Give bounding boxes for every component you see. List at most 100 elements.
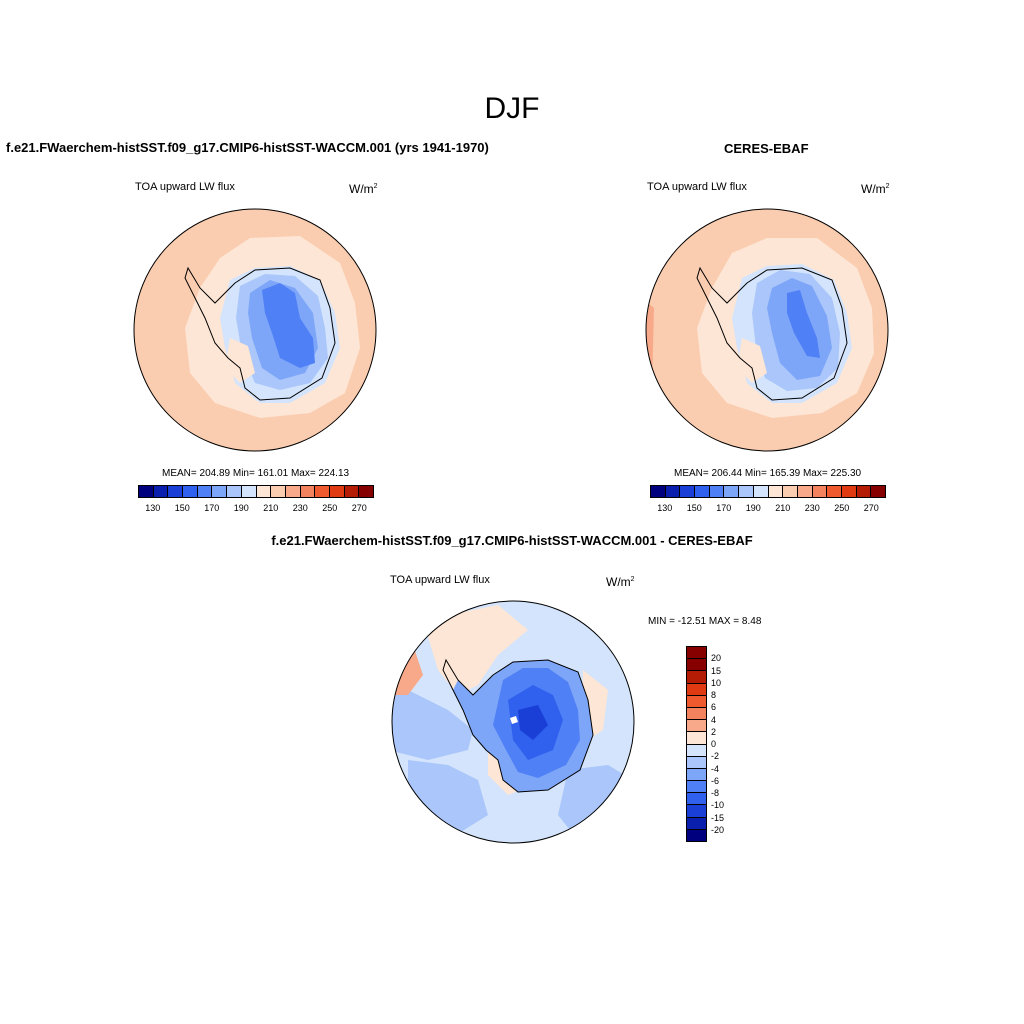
colorbar-swatch: [687, 720, 706, 733]
colorbar-swatch: [183, 486, 198, 497]
colorbar-swatch: [241, 486, 257, 497]
panel-1-colorbar: [138, 485, 374, 498]
colorbar-tick-label: 2: [711, 726, 717, 737]
colorbar-swatch: [724, 486, 740, 497]
colorbar-swatch: [256, 486, 272, 497]
colorbar-tick-label: 150: [686, 503, 702, 513]
colorbar-tick-label: 4: [711, 714, 717, 725]
colorbar-tick-label: -2: [711, 751, 720, 762]
colorbar-tick-label: 15: [711, 665, 722, 676]
colorbar-tick-label: 170: [204, 503, 220, 513]
panel-1-colorbar-ticks: 130 150 170 190 210 230 250 270: [138, 503, 374, 515]
colorbar-swatch: [687, 659, 706, 672]
colorbar-swatch: [300, 486, 316, 497]
panel-2-colorbar: [650, 485, 886, 498]
panel-1-units: W/m2: [349, 182, 378, 196]
colorbar-swatch: [153, 486, 169, 497]
colorbar-swatch: [139, 486, 154, 497]
colorbar-swatch: [665, 486, 681, 497]
colorbar-swatch: [687, 671, 706, 684]
colorbar-swatch: [687, 756, 706, 769]
panel-3-colorbar-ticks: 20 15 10 8 6 4 2 0 -2 -4 -6 -8 -10 -15 -20: [711, 646, 751, 842]
colorbar-swatch: [687, 817, 706, 830]
panel-3-map: [391, 600, 635, 844]
colorbar-tick-label: 230: [292, 503, 308, 513]
colorbar-swatch: [687, 744, 706, 757]
colorbar-swatch: [359, 486, 373, 497]
colorbar-swatch: [841, 486, 857, 497]
colorbar-tick-label: 130: [657, 503, 673, 513]
colorbar-tick-label: 190: [745, 503, 761, 513]
colorbar-tick-label: -4: [711, 763, 720, 774]
colorbar-swatch: [285, 486, 301, 497]
colorbar-swatch: [768, 486, 784, 497]
colorbar-swatch: [812, 486, 828, 497]
colorbar-tick-label: -20: [711, 824, 725, 835]
colorbar-swatch: [651, 486, 666, 497]
colorbar-swatch: [680, 486, 696, 497]
colorbar-tick-label: -6: [711, 775, 720, 786]
colorbar-swatch: [315, 486, 330, 497]
colorbar-swatch: [687, 732, 706, 745]
colorbar-tick-label: 250: [322, 503, 338, 513]
panel-2-title: CERES-EBAF: [724, 141, 809, 156]
colorbar-swatch: [168, 486, 184, 497]
colorbar-swatch: [797, 486, 813, 497]
colorbar-tick-label: -15: [711, 812, 725, 823]
panel-2-map: [645, 208, 889, 452]
colorbar-swatch: [329, 486, 345, 497]
colorbar-tick-label: 0: [711, 739, 717, 749]
colorbar-swatch: [856, 486, 872, 497]
colorbar-swatch: [687, 829, 706, 841]
colorbar-swatch: [753, 486, 769, 497]
colorbar-tick-label: 130: [145, 503, 161, 513]
colorbar-swatch: [687, 805, 706, 818]
colorbar-tick-label: -10: [711, 800, 725, 811]
panel-1-variable: TOA upward LW flux: [135, 181, 235, 193]
panel-2-variable: TOA upward LW flux: [647, 181, 747, 193]
colorbar-tick-label: 270: [863, 503, 879, 513]
colorbar-swatch: [739, 486, 754, 497]
panel-2-units: W/m2: [861, 182, 890, 196]
panel-1-map: [133, 208, 377, 452]
panel-3-variable: TOA upward LW flux: [390, 574, 490, 586]
figure-title: DJF: [484, 92, 540, 125]
colorbar-swatch: [271, 486, 286, 497]
panel-3-stats: MIN = -12.51 MAX = 8.48: [648, 616, 762, 627]
colorbar-tick-label: 170: [716, 503, 732, 513]
colorbar-tick-label: 150: [174, 503, 190, 513]
panel-2-colorbar-ticks: 130 150 170 190 210 230 250 270: [650, 503, 886, 515]
colorbar-swatch: [709, 486, 725, 497]
colorbar-tick-label: 250: [834, 503, 850, 513]
colorbar-tick-label: 230: [804, 503, 820, 513]
panel-2-stats: MEAN= 206.44 Min= 165.39 Max= 225.30: [674, 468, 862, 479]
colorbar-tick-label: 10: [711, 677, 722, 688]
colorbar-swatch: [227, 486, 242, 497]
colorbar-tick-label: 270: [351, 503, 367, 513]
panel-1-stats: MEAN= 204.89 Min= 161.01 Max= 224.13: [162, 468, 350, 479]
colorbar-tick-label: -8: [711, 788, 720, 798]
colorbar-swatch: [687, 793, 706, 806]
panel-3-colorbar: [686, 646, 707, 842]
colorbar-tick-label: 210: [263, 503, 279, 513]
colorbar-tick-label: 8: [711, 690, 717, 700]
panel-1-title: f.e21.FWaerchem-histSST.f09_g17.CMIP6-hi…: [6, 140, 489, 155]
colorbar-swatch: [687, 683, 706, 696]
colorbar-swatch: [687, 781, 706, 794]
colorbar-tick-label: 20: [711, 653, 722, 664]
colorbar-swatch: [687, 695, 706, 708]
colorbar-swatch: [695, 486, 710, 497]
colorbar-swatch: [344, 486, 360, 497]
panel-3-units: W/m2: [606, 575, 635, 589]
colorbar-swatch: [687, 768, 706, 782]
colorbar-swatch: [197, 486, 213, 497]
colorbar-swatch: [827, 486, 842, 497]
colorbar-swatch: [871, 486, 885, 497]
colorbar-tick-label: 210: [775, 503, 791, 513]
colorbar-swatch: [687, 647, 706, 660]
colorbar-swatch: [687, 707, 706, 721]
colorbar-tick-label: 190: [233, 503, 249, 513]
colorbar-swatch: [783, 486, 798, 497]
colorbar-swatch: [212, 486, 228, 497]
panel-3-title: f.e21.FWaerchem-histSST.f09_g17.CMIP6-hi…: [271, 533, 753, 548]
